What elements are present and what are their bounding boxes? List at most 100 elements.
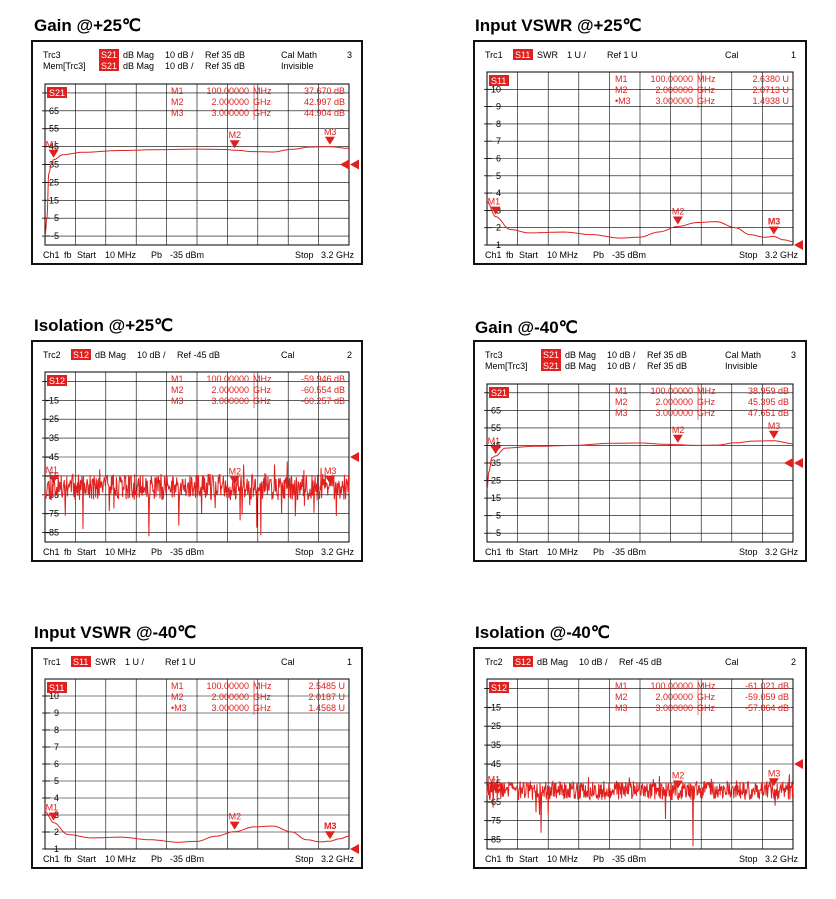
marker-triangle — [48, 149, 59, 158]
y-tick-label: 2 — [496, 223, 501, 233]
marker-table-freq: 2.000000 — [655, 692, 693, 702]
y-tick-label: 9 — [496, 102, 501, 112]
footer-fb: fb — [64, 854, 72, 864]
y-tick-label: -25 — [46, 414, 59, 424]
marker-table-value: 45.395 dB — [748, 397, 789, 407]
marker-table-name: M2 — [615, 397, 628, 407]
footer-pb-value: -35 dBm — [612, 547, 646, 557]
marker-table-value: 1.4938 U — [752, 96, 789, 106]
format-label: dB Mag — [123, 61, 154, 71]
footer-fb: fb — [64, 547, 72, 557]
marker-table-name: M2 — [615, 85, 628, 95]
marker-table-value: -60.257 dB — [301, 396, 345, 406]
analyzer-screen-gain-40: Trc3 S21 dB Mag 10 dB / Ref 35 dB Cal Math 3 Me… — [473, 340, 807, 562]
marker-table-freq: 3.000000 — [211, 703, 249, 713]
footer-fb: fb — [64, 250, 72, 260]
marker-table-freq: 3.000000 — [655, 408, 693, 418]
y-tick-label: 8 — [54, 725, 59, 735]
marker-triangle — [672, 216, 683, 225]
marker-table-unit: GHz — [697, 85, 716, 95]
reference-arrow-mem — [784, 458, 793, 468]
marker-label: M2 — [672, 206, 685, 216]
marker-triangle — [768, 226, 779, 235]
analyzer-screen-vswr-25: Trc1 S11 SWR 1 U / Ref 1 U Cal 1 10 9 8 7 6 5 4 3 2 1 S11… — [473, 40, 807, 265]
marker-table-unit: MHz — [253, 86, 272, 96]
format-label: SWR — [95, 657, 116, 667]
marker-table-name: M1 — [615, 386, 628, 396]
ref-label: Ref -45 dB — [177, 350, 220, 360]
param-badge — [541, 349, 561, 360]
marker-table-name: M2 — [171, 97, 184, 107]
param-badge-label: S12 — [515, 657, 531, 667]
trace-number: 1 — [347, 657, 352, 667]
param-badge-label: S11 — [73, 657, 88, 667]
marker-label: M3 — [768, 216, 781, 226]
marker-table-unit: GHz — [697, 96, 716, 106]
y-tick-label: -35 — [488, 740, 501, 750]
status-label: Cal — [281, 350, 295, 360]
marker-table-name: M2 — [615, 692, 628, 702]
footer-start-value: 10 MHz — [105, 547, 137, 557]
chart-vswr-25: Trc1 S11 SWR 1 U / Ref 1 U Cal 1 10 9 8 7 6 5 4 3 2 1 S11… — [484, 49, 803, 260]
marker-label: M1 — [46, 465, 59, 475]
marker-table-freq: 2.000000 — [211, 97, 249, 107]
ref-label: Ref 1 U — [607, 50, 638, 60]
status-label: Cal — [725, 657, 739, 667]
measurement-trace — [44, 811, 349, 843]
y-tick-label: 5 — [54, 213, 59, 223]
panel-title-gain-40: Gain @-40℃ — [475, 318, 578, 337]
footer-start-label: Start — [519, 250, 539, 260]
marker-label: M1 — [488, 197, 501, 207]
panel-title-vswr-40: Input VSWR @-40℃ — [34, 623, 197, 642]
footer-pb-value: -35 dBm — [612, 250, 646, 260]
reference-arrow — [794, 759, 803, 769]
y-tick-label: 8 — [496, 119, 501, 129]
y-tick-label: -75 — [488, 816, 501, 826]
marker-table-freq: 2.000000 — [211, 692, 249, 702]
measurement-trace — [486, 774, 794, 847]
y-tick-label: 6 — [496, 154, 501, 164]
marker-table-name: M1 — [171, 374, 184, 384]
footer-channel: Ch1 — [43, 854, 60, 864]
marker-table-value: 38.959 dB — [748, 386, 789, 396]
param-badge — [71, 349, 91, 360]
status-label: Cal — [725, 50, 739, 60]
y-tick-label: 45 — [491, 440, 501, 450]
status-label: Cal — [281, 657, 295, 667]
marker-label: M3 — [324, 466, 337, 476]
param-badge-label: S21 — [543, 350, 559, 360]
status-label: Invisible — [281, 61, 314, 71]
scale-label: 1 U / — [567, 50, 587, 60]
marker-table-value: 2.6380 U — [752, 74, 789, 84]
trace-id-label: Trc1 — [485, 50, 503, 60]
marker-table-value: 42.997 dB — [304, 97, 345, 107]
footer-fb: fb — [506, 250, 514, 260]
footer-start-label: Start — [77, 854, 97, 864]
param-badge-label: S12 — [73, 350, 89, 360]
param-badge — [513, 49, 533, 60]
ref-label: Ref 1 U — [165, 657, 196, 667]
marker-label: M3 — [768, 421, 781, 431]
footer-pb-label: Pb — [151, 250, 162, 260]
marker-table-freq: 100.00000 — [206, 681, 249, 691]
param-badge-label: S21 — [543, 361, 559, 371]
param-badge-label: S11 — [515, 50, 530, 60]
format-label: dB Mag — [537, 657, 568, 667]
marker-table-unit: GHz — [697, 692, 716, 702]
footer-channel: Ch1 — [485, 854, 502, 864]
y-tick-label: 5 — [496, 511, 501, 521]
scale-label: 10 dB / — [607, 350, 636, 360]
marker-table-name: M1 — [615, 74, 628, 84]
footer-start-value: 10 MHz — [105, 250, 137, 260]
y-tick-label: 4 — [496, 188, 501, 198]
marker-table-unit: GHz — [253, 396, 272, 406]
footer-stop-value: 3.2 GHz — [321, 854, 355, 864]
marker-label: M1 — [488, 436, 501, 446]
trace-id-label: Trc1 — [43, 657, 61, 667]
param-badge — [99, 49, 119, 60]
marker-label: M2 — [672, 425, 685, 435]
y-tick-label: 5 — [54, 776, 59, 786]
marker-table-freq: 100.00000 — [206, 374, 249, 384]
